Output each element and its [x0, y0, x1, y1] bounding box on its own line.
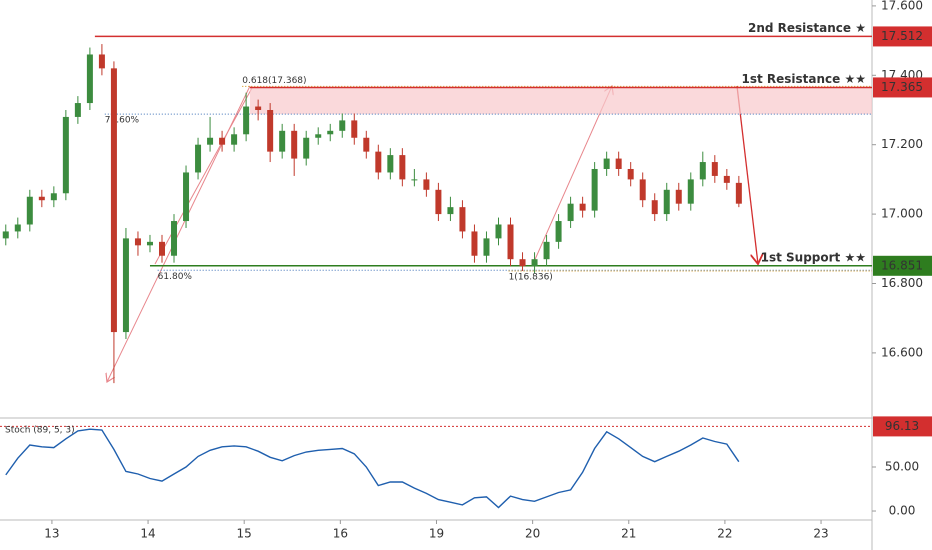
y-tick-label: 50.00 [885, 460, 919, 474]
stoch-badge-label: 96.13 [885, 419, 919, 433]
candle-body [183, 172, 190, 222]
candle-body [459, 207, 466, 232]
candle-body [675, 189, 682, 204]
candle-body [591, 168, 598, 211]
candle-body [195, 144, 202, 173]
candle-body [531, 259, 538, 267]
candle-body [158, 241, 165, 256]
candle-body [723, 175, 730, 183]
candle-body [134, 238, 141, 246]
y-tick-label: 16.800 [881, 276, 923, 290]
resistance-zone [249, 87, 872, 115]
price-badge [873, 255, 932, 276]
candle-body [555, 221, 562, 242]
candle-body [411, 179, 418, 181]
fib-label: 61.80% [158, 272, 193, 282]
candle-body [122, 238, 129, 333]
candle-body [399, 155, 406, 180]
candle-body [699, 162, 706, 180]
candle-body [243, 106, 250, 135]
stoch-label: Stoch (89, 5, 3) [5, 426, 75, 436]
candle-body [579, 203, 586, 211]
x-tick-label: 21 [621, 527, 636, 541]
candle-body [687, 179, 694, 204]
level-label: 2nd Resistance ★ [748, 21, 866, 35]
candle-body [26, 196, 33, 225]
x-tick-label: 16 [333, 527, 348, 541]
candle-body [603, 158, 610, 169]
candle-body [62, 116, 69, 194]
candle-body [146, 241, 153, 246]
y-tick-label: 16.600 [881, 345, 923, 359]
price-badge-label: 16.851 [881, 258, 923, 272]
candle-body [219, 137, 226, 145]
candle-body [110, 68, 117, 333]
candle-body [447, 207, 454, 215]
x-tick-label: 15 [237, 527, 252, 541]
candle-body [14, 224, 21, 232]
candle-body [255, 106, 262, 110]
x-tick-label: 23 [813, 527, 828, 541]
candle-body [627, 168, 634, 180]
candle-body [735, 182, 742, 204]
candle-body [339, 120, 346, 131]
level-label: 1st Resistance ★★ [741, 72, 866, 86]
level-label: 1st Support ★★ [761, 250, 866, 264]
x-tick-label: 14 [140, 527, 155, 541]
price-badge-label: 17.365 [881, 80, 923, 94]
candle-body [651, 200, 658, 215]
candle-body [171, 221, 178, 256]
price-badge-label: 17.512 [881, 29, 923, 43]
candle-body [327, 130, 334, 135]
x-tick-label: 13 [44, 527, 59, 541]
candle-body [471, 231, 478, 256]
candle-body [543, 241, 550, 260]
candle-body [267, 109, 274, 152]
x-tick-label: 19 [429, 527, 444, 541]
candle-body [2, 231, 9, 239]
candle-body [303, 137, 310, 159]
candle-body [387, 155, 394, 173]
candle-body [423, 179, 430, 190]
candle-body [711, 162, 718, 176]
fib-label: 1(16.836) [509, 272, 553, 282]
candle-body [74, 103, 81, 117]
candle-body [207, 137, 214, 145]
candle-body [98, 54, 105, 69]
price-badge [873, 77, 932, 98]
candle-body [291, 130, 298, 159]
y-tick-label: 17.200 [881, 137, 923, 151]
candle-body [231, 134, 238, 145]
candle-body [375, 151, 382, 173]
candle-body [279, 130, 286, 152]
candle-body [351, 120, 358, 138]
fib-label: 78.60% [105, 116, 140, 126]
x-tick-label: 22 [717, 527, 732, 541]
fib-label: 0.618(17.368) [242, 76, 306, 86]
y-tick-label: 0.00 [889, 504, 916, 518]
candle-body [507, 224, 514, 260]
candle-body [50, 193, 57, 201]
candle-body [435, 189, 442, 215]
candle-body [639, 179, 646, 201]
candle-body [615, 158, 622, 169]
candle-body [663, 189, 670, 215]
price-badge [873, 26, 932, 47]
target-arrow [736, 85, 758, 264]
candle-body [495, 224, 502, 239]
stoch-badge [873, 416, 932, 437]
candle-body [315, 134, 322, 138]
candle-body [363, 137, 370, 152]
x-tick-label: 20 [525, 527, 540, 541]
candle-body [567, 203, 574, 222]
candle-body [38, 196, 45, 201]
candle-body [86, 54, 93, 104]
projection-arrow [532, 86, 612, 265]
candle-body [483, 238, 490, 256]
candle-body [519, 259, 526, 267]
y-tick-label: 17.000 [881, 207, 923, 221]
y-tick-label: 17.600 [881, 0, 923, 12]
stoch-line [5, 428, 740, 509]
